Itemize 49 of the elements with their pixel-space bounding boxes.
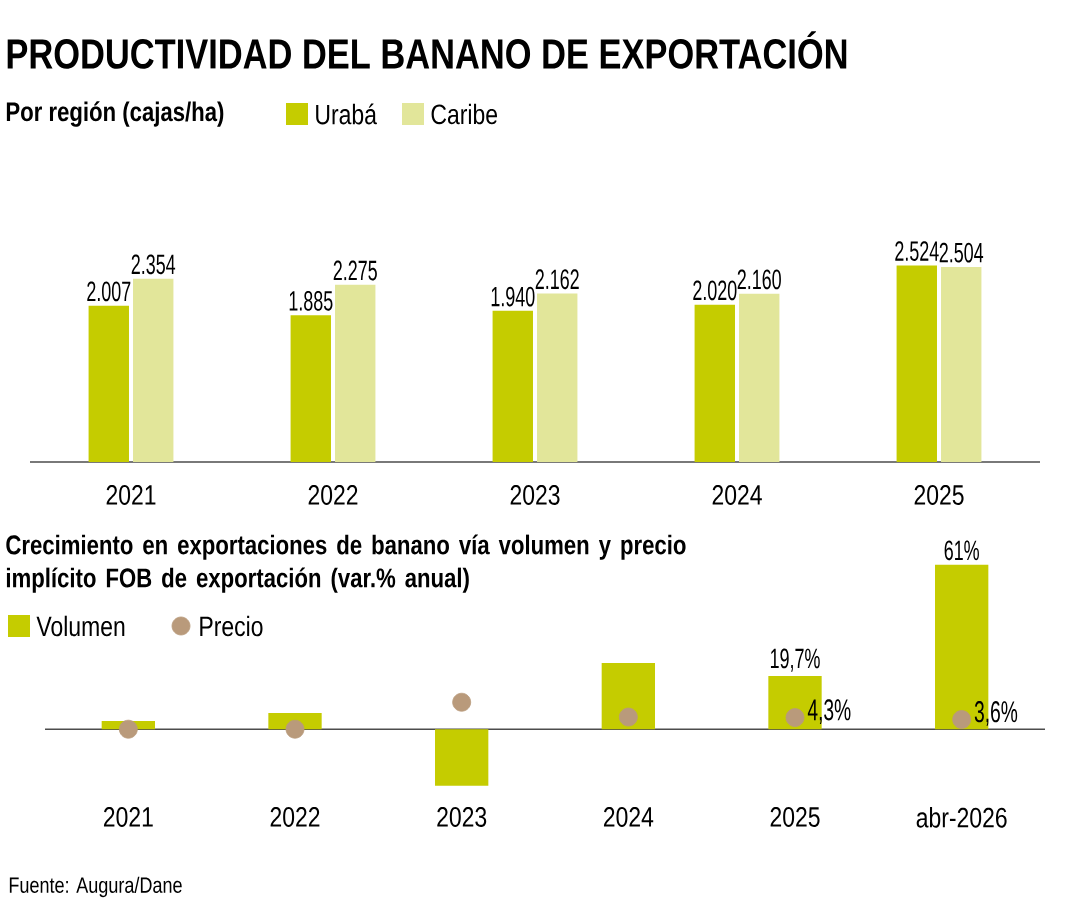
bar [739,293,780,462]
legend-label: Precio [200,615,263,637]
bar [133,278,174,462]
data-label: 61% [944,540,979,561]
data-label: 2.020 [693,280,737,301]
x-tick-label: 2022 [308,485,358,505]
source-note: Fuente: Augura/Dane [9,876,182,898]
legend-label: Caribe [431,103,498,125]
x-tick-label: 2025 [770,807,820,827]
point [118,719,138,739]
bar [601,663,656,730]
x-tick-label: 2023 [437,807,487,827]
bar [435,729,489,786]
chart-title: Crecimiento en exportaciones de banano vía volumen y precio implícito FOB de exportación (var.% anual) [6,534,686,593]
point [285,719,305,739]
bar [896,265,937,462]
chart-subtitle: Por región (cajas/ha) [6,101,224,127]
legend-label: Urabá [316,103,377,125]
bar [537,293,578,462]
bar [492,310,533,462]
bar [290,315,331,462]
data-label: 2.275 [333,260,377,281]
bar [88,305,129,462]
chart-title: PRODUCTIVIDAD DEL BANANO DE EXPORTACIÓN [7,31,847,69]
bar [335,284,376,462]
legend-label: Volumen [36,615,125,637]
data-label: 1.940 [491,286,535,307]
data-label: 2.162 [535,269,579,290]
data-label: 2.007 [87,281,131,302]
x-tick-label: 2021 [103,807,153,827]
data-label: 2.160 [737,269,781,290]
point [452,692,472,712]
data-label: 2.354 [131,254,176,275]
data-label: 1.885 [289,290,333,311]
data-label: 19,7% [770,648,820,672]
x-tick-label: 2022 [270,807,320,827]
x-tick-label: 2023 [510,485,560,505]
data-label: 2.524 [895,241,939,261]
point [618,707,638,727]
x-tick-label: 2021 [106,485,156,505]
point [785,708,805,727]
x-tick-label: 2024 [603,807,654,827]
point [952,710,972,729]
x-tick-label: 2024 [712,485,762,505]
bar [941,266,982,462]
data-label: 2.504 [939,242,984,263]
x-tick-label: 2025 [914,485,964,505]
x-tick-label: abr-2026 [916,807,1007,828]
bar [694,304,735,462]
